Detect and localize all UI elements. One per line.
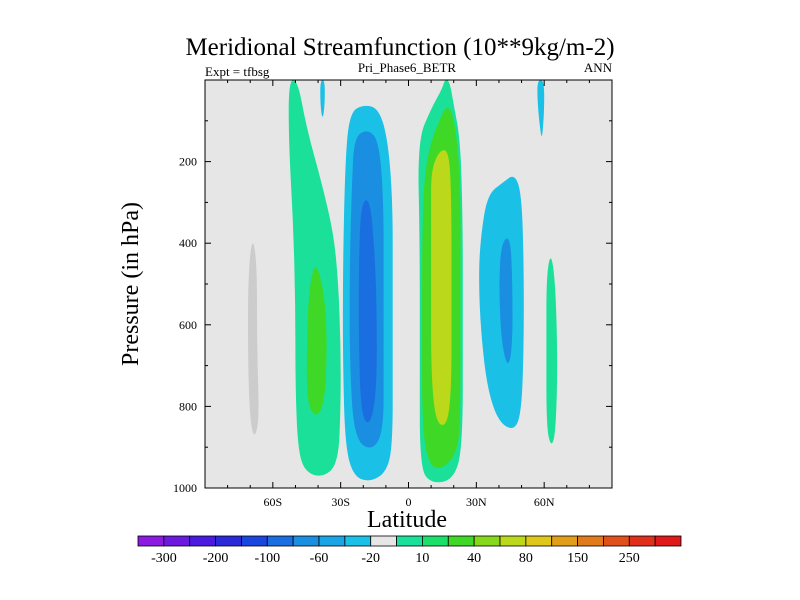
experiment-label: Expt = tfbsg	[205, 64, 270, 79]
colorbar-label: 80	[519, 551, 533, 566]
contour-nh-polar-cell	[546, 258, 558, 444]
colorbar-swatch	[137, 535, 165, 547]
y-tick-label: 1000	[173, 481, 197, 495]
colorbar-swatch	[241, 535, 268, 547]
colorbar-label: -20	[361, 551, 380, 566]
colorbar-label: -300	[151, 551, 177, 566]
colorbar-label: 250	[619, 551, 640, 566]
colorbar: -300 -200 -100 -60 -20 10 40 80 150 250	[137, 535, 682, 566]
plot-background	[205, 80, 612, 488]
colorbar-label: -200	[203, 551, 229, 566]
colorbar-swatch	[525, 535, 553, 547]
colorbar-swatch	[215, 535, 242, 547]
colorbar-swatch	[603, 535, 630, 547]
colorbar-swatch	[344, 535, 372, 547]
colorbar-swatch	[370, 535, 397, 547]
colorbar-swatch	[163, 535, 191, 547]
contour-sh-ferrel-core	[306, 267, 327, 415]
contour-top-blob-sh	[320, 80, 325, 117]
contour-north-tropical-core	[431, 150, 452, 425]
y-tick-label: 200	[179, 155, 197, 169]
colorbar-label: 10	[415, 551, 429, 566]
case-label: Pri_Phase6_BETR	[358, 60, 457, 75]
axis-ticks: 60S 30S 0 30N 60N 200 400 600 800 1000	[173, 80, 612, 509]
y-tick-label: 600	[179, 318, 197, 332]
colorbar-label: 150	[567, 551, 588, 566]
contour-nh-ferrel-mid	[499, 238, 513, 364]
contour-nh-high-lat-north-cell	[248, 243, 259, 435]
colorbar-swatch	[318, 535, 346, 547]
colorbar-swatch	[499, 535, 527, 547]
x-tick-label: 60S	[263, 495, 282, 509]
contour-south-tropical-core	[358, 200, 377, 423]
x-tick-label: 30S	[331, 495, 350, 509]
colorbar-swatch	[654, 535, 682, 547]
contour-layer	[248, 80, 558, 483]
colorbar-swatch	[422, 535, 449, 547]
colorbar-swatch	[447, 535, 475, 547]
colorbar-swatch	[577, 535, 604, 547]
colorbar-swatch	[396, 535, 423, 547]
y-tick-label: 400	[179, 236, 197, 250]
colorbar-label: -60	[310, 551, 329, 566]
chart-title: Meridional Streamfunction (10**9kg/m-2)	[185, 34, 614, 61]
y-tick-label: 800	[179, 399, 197, 413]
colorbar-swatch	[266, 535, 294, 547]
season-label: ANN	[584, 60, 613, 75]
y-axis-label: Pressure (in hPa)	[118, 202, 144, 366]
colorbar-swatch	[189, 535, 216, 547]
x-tick-label: 0	[406, 495, 412, 509]
colorbar-swatch	[292, 535, 320, 547]
colorbar-label: -100	[254, 551, 280, 566]
colorbar-label: 40	[467, 551, 481, 566]
x-tick-label: 60N	[534, 495, 555, 509]
colorbar-swatch	[473, 535, 501, 547]
x-axis-label: Latitude	[367, 507, 447, 533]
colorbar-swatch	[551, 535, 578, 547]
x-tick-label: 30N	[466, 495, 487, 509]
contour-top-blob-nh	[537, 80, 545, 136]
colorbar-swatch	[628, 535, 656, 547]
